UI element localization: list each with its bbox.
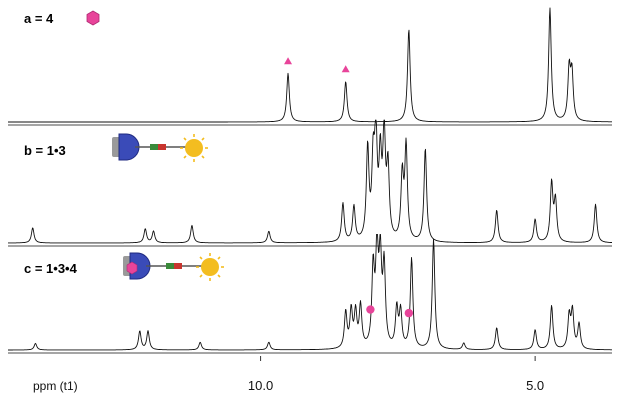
- panel-c-label: c = 1•3•4: [24, 261, 78, 276]
- peak-marker-circle: [366, 305, 375, 314]
- spectra-layer: [8, 7, 612, 361]
- panel-a-label: a = 4: [24, 11, 54, 26]
- peak-marker-triangle: [284, 57, 293, 65]
- x-tick-label-5: 5.0: [526, 378, 544, 393]
- spectrum-trace-b: [8, 119, 612, 244]
- peak-marker-triangle: [341, 65, 350, 73]
- rotaxane-assembly-icon: [112, 133, 208, 162]
- pink-hexagon-icon: [86, 10, 100, 26]
- x-tick-label-10: 10.0: [248, 378, 273, 393]
- spectrum-trace-c: [8, 234, 612, 351]
- x-axis-title: ppm (t1): [33, 379, 78, 393]
- rotaxane-complex-icon: [123, 252, 224, 281]
- panel-b-label: b = 1•3: [24, 143, 66, 158]
- spectrum-trace-a: [8, 7, 612, 123]
- peak-marker-circle: [404, 308, 414, 318]
